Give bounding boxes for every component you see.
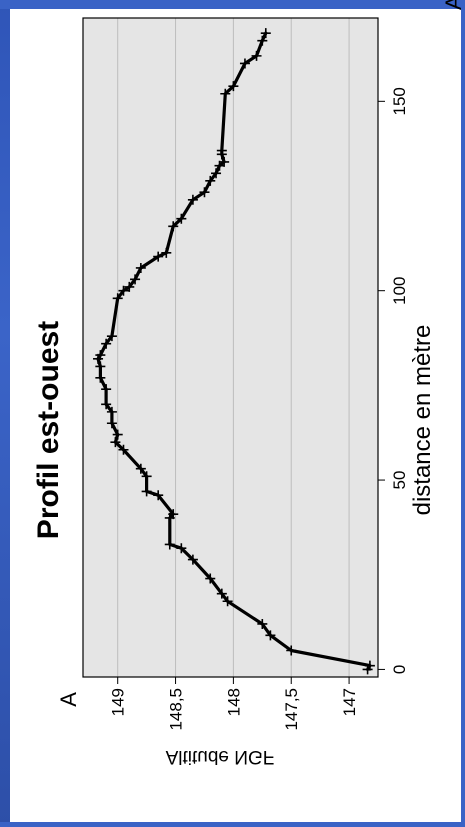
x-tick-label: 100 xyxy=(390,277,409,305)
data-point-marker xyxy=(95,372,106,383)
data-point-marker xyxy=(118,285,129,296)
data-point-marker xyxy=(101,399,112,410)
data-point-marker xyxy=(101,338,112,349)
data-point-marker xyxy=(101,384,112,395)
data-point-marker xyxy=(168,509,179,520)
data-point-marker xyxy=(95,361,106,372)
x-tick-label: 150 xyxy=(390,87,409,115)
data-point-marker xyxy=(222,596,233,607)
data-point-marker xyxy=(110,437,121,448)
x-tick-label: 50 xyxy=(390,471,409,490)
data-point-marker xyxy=(220,88,231,99)
data-point-marker xyxy=(112,293,123,304)
data-point-marker xyxy=(260,28,271,39)
data-point-marker xyxy=(135,262,146,273)
data-point-marker xyxy=(153,251,164,262)
data-point-marker xyxy=(216,588,227,599)
data-point-marker xyxy=(257,618,268,629)
data-point-marker xyxy=(219,156,230,167)
y-axis-title: Altitude NGF xyxy=(166,746,275,767)
data-point-marker xyxy=(205,175,216,186)
data-point-marker xyxy=(205,573,216,584)
data-point-marker xyxy=(106,406,117,417)
series-group xyxy=(93,28,375,675)
x-tick-label: 0 xyxy=(390,665,409,674)
y-tick-label: 147,5 xyxy=(282,688,301,731)
y-tick-label: 147 xyxy=(340,688,359,716)
data-point-marker xyxy=(106,418,117,429)
data-point-marker xyxy=(216,145,227,156)
data-point-marker xyxy=(141,471,152,482)
chart-title: Profil est-ouest xyxy=(32,321,65,539)
tick-group: 147 147,5 148 148,5 149 0 50 100 150 xyxy=(109,87,409,730)
data-point-marker xyxy=(176,213,187,224)
window-left-border xyxy=(0,0,10,827)
window-top-border xyxy=(0,0,465,9)
data-point-marker xyxy=(130,274,141,285)
y-tick-label: 148 xyxy=(224,688,243,716)
data-point-marker xyxy=(168,221,179,232)
data-point-marker xyxy=(228,81,239,92)
data-point-marker xyxy=(135,463,146,474)
data-point-marker xyxy=(118,444,129,455)
window-right-border xyxy=(461,0,465,827)
profile-start-label: A xyxy=(56,692,81,707)
data-point-marker xyxy=(364,660,375,671)
data-point-marker xyxy=(187,554,198,565)
plot-border xyxy=(82,17,379,678)
data-point-marker xyxy=(239,58,250,69)
data-point-marker xyxy=(251,50,262,61)
data-point-marker xyxy=(153,490,164,501)
profile-end-label: A' xyxy=(441,0,465,10)
window-bottom-border xyxy=(0,822,465,827)
data-point-marker xyxy=(199,187,210,198)
y-tick-label: 149 xyxy=(109,688,128,716)
data-point-marker xyxy=(265,630,276,641)
x-axis-title: distance en mètre xyxy=(409,325,436,516)
data-point-marker xyxy=(112,429,123,440)
data-point-marker xyxy=(124,281,135,292)
data-point-marker xyxy=(106,331,117,342)
data-point-marker xyxy=(257,35,268,46)
grid-lines xyxy=(117,18,350,677)
data-point-marker xyxy=(164,539,175,550)
data-point-marker xyxy=(286,645,297,656)
plot-area xyxy=(83,18,378,677)
data-point-marker xyxy=(161,247,172,258)
data-point-marker xyxy=(141,486,152,497)
data-point-marker xyxy=(95,350,106,361)
y-tick-label: 148,5 xyxy=(167,688,186,731)
data-point-marker xyxy=(211,168,222,179)
data-point-marker xyxy=(176,543,187,554)
data-point-marker xyxy=(187,194,198,205)
